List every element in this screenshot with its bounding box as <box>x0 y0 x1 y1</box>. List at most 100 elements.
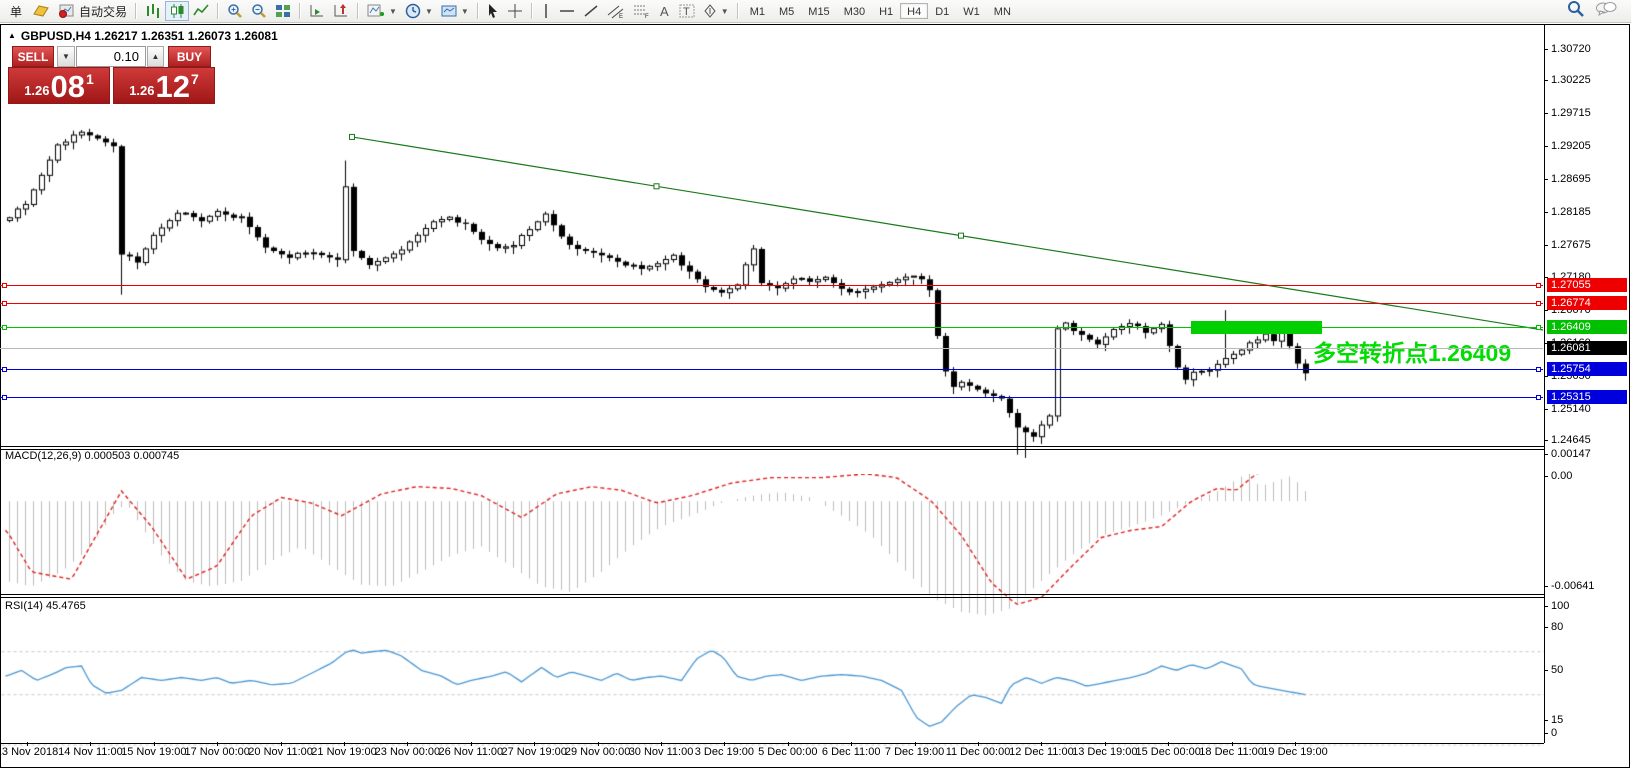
hline-icon[interactable] <box>555 1 579 21</box>
svg-text:T: T <box>683 6 690 18</box>
buy-button[interactable]: BUY <box>168 46 211 67</box>
periods-icon[interactable]: ▼ <box>401 1 437 21</box>
date-label: 29 Nov 00:00 <box>564 746 631 758</box>
line-handle[interactable] <box>1536 395 1541 401</box>
trendline-icon[interactable] <box>579 1 603 21</box>
axis-tick <box>1544 440 1548 442</box>
sell-price-sup: 1 <box>86 71 94 87</box>
date-label: 5 Dec 00:00 <box>758 746 818 758</box>
horizontal-line-1.25315[interactable] <box>0 397 1543 399</box>
date-label: 17 Nov 00:00 <box>184 746 250 758</box>
templates-icon[interactable]: ▼ <box>437 1 473 21</box>
fibonacci-icon[interactable]: F <box>629 1 655 21</box>
volume-up-button[interactable]: ▲ <box>147 46 164 67</box>
date-label: 6 Dec 11:00 <box>821 746 881 758</box>
rsi-axis-label: 15 <box>1551 714 1564 726</box>
timeframe-h4[interactable]: H4 <box>900 3 929 19</box>
channel-icon[interactable]: E <box>603 1 629 21</box>
sell-button[interactable]: SELL <box>12 46 54 67</box>
timeframe-w1[interactable]: W1 <box>956 3 987 19</box>
horizontal-line-1.26409[interactable] <box>0 326 1543 328</box>
crosshair-icon[interactable] <box>503 1 527 21</box>
volume-input[interactable] <box>76 46 146 67</box>
timeframe-h1[interactable]: H1 <box>872 3 900 19</box>
indicators-icon[interactable]: ▼ <box>363 1 401 21</box>
bar-chart-icon[interactable] <box>141 1 165 21</box>
date-tick <box>470 742 472 746</box>
date-tick <box>1295 742 1296 746</box>
pane-separator <box>1 449 1544 450</box>
cursor-icon[interactable] <box>483 1 503 21</box>
rsi-pane[interactable] <box>1 622 1544 766</box>
time-axis-line <box>1 743 1544 744</box>
price-tick-label: 1.24645 <box>1551 434 1591 447</box>
text-label-icon[interactable]: T <box>675 1 699 21</box>
toolbar-separator <box>135 3 138 19</box>
zoom-out-icon[interactable] <box>247 1 271 21</box>
date-label: 26 Nov 11:00 <box>438 746 504 758</box>
timeframe-mn[interactable]: MN <box>987 3 1018 19</box>
timeframe-m5[interactable]: M5 <box>772 3 801 19</box>
axis-tick <box>1544 670 1548 671</box>
horizontal-line-1.26081[interactable] <box>0 347 1543 349</box>
macd-pane[interactable] <box>1 474 1544 617</box>
text-annotation[interactable]: 多空转折点1.26409 <box>1313 340 1512 366</box>
vline-icon[interactable] <box>537 1 555 21</box>
svg-text:A: A <box>660 4 669 19</box>
pane-separator <box>1 594 1544 595</box>
new-order-icon[interactable] <box>28 1 54 21</box>
chevron-down-icon[interactable]: ▼ <box>460 6 469 16</box>
zoom-in-icon[interactable] <box>223 1 247 21</box>
date-tick <box>280 742 282 746</box>
chevron-down-icon[interactable]: ▼ <box>389 6 397 16</box>
collapse-triangle-icon[interactable]: ▲ <box>8 31 16 40</box>
line-handle[interactable] <box>2 395 7 401</box>
line-handle[interactable] <box>1536 324 1541 330</box>
line-chart-icon[interactable] <box>189 1 213 21</box>
line-handle[interactable] <box>1536 283 1541 288</box>
timeframe-m15[interactable]: M15 <box>801 3 836 19</box>
volume-down-button[interactable]: ▼ <box>57 46 75 67</box>
chart-window <box>0 24 1630 768</box>
main-toolbar: 单 自动交易 ▼ ▼ ▼ E F A T ▼ M1 M5 M15 M30 H1 H4 D1 W1 MN <box>0 0 1631 23</box>
timeframe-m1[interactable]: M1 <box>743 3 772 19</box>
line-handle[interactable] <box>1536 301 1541 307</box>
text-icon[interactable]: A <box>655 1 675 21</box>
horizontal-line-1.26774[interactable] <box>0 303 1543 305</box>
line-handle[interactable] <box>2 301 7 307</box>
date-label: 18 Dec 11:00 <box>1199 746 1264 758</box>
timeframe-d1[interactable]: D1 <box>928 3 956 19</box>
toolbar-separator <box>357 3 360 19</box>
timeframe-m30[interactable]: M30 <box>837 3 872 19</box>
tile-windows-icon[interactable] <box>271 1 295 21</box>
buy-price-panel[interactable]: 1.26 12 7 <box>113 67 215 104</box>
search-icon[interactable] <box>1567 0 1585 23</box>
axis-tick <box>1544 375 1548 377</box>
line-handle[interactable] <box>1536 366 1541 372</box>
highlight-rectangle[interactable] <box>1191 320 1322 334</box>
shapes-icon[interactable]: ▼ <box>699 1 733 21</box>
axis-tick <box>1544 179 1548 181</box>
sell-price-panel[interactable]: 1.26 08 1 <box>8 67 110 104</box>
chat-icon[interactable] <box>1595 1 1617 22</box>
price-tick-label: 1.29205 <box>1551 140 1591 153</box>
chart-shift-icon[interactable] <box>329 1 353 21</box>
horizontal-line-1.25754[interactable] <box>0 368 1543 370</box>
price-tick-label: 1.28185 <box>1551 206 1591 219</box>
chevron-down-icon[interactable]: ▼ <box>424 6 433 16</box>
horizontal-line-1.27055[interactable] <box>0 285 1543 286</box>
auto-scroll-icon[interactable] <box>305 1 329 21</box>
candlestick-icon[interactable] <box>165 1 190 21</box>
axis-tick <box>1544 113 1548 115</box>
chevron-down-icon[interactable]: ▼ <box>720 6 729 16</box>
line-handle[interactable] <box>2 324 7 330</box>
line-handle[interactable] <box>2 283 7 288</box>
date-label: 21 Nov 19:00 <box>311 746 377 758</box>
autotrade-icon[interactable]: 自动交易 <box>54 1 131 21</box>
line-handle[interactable] <box>2 366 7 372</box>
price-tag-1.27055: 1.27055 <box>1547 278 1627 292</box>
axis-tick <box>1544 476 1548 477</box>
one-click-trading-panel: SELL ▼ ▲ BUY 1.26 08 1 1.26 12 7 <box>8 44 215 104</box>
candlestick-chart[interactable] <box>1 53 1544 470</box>
